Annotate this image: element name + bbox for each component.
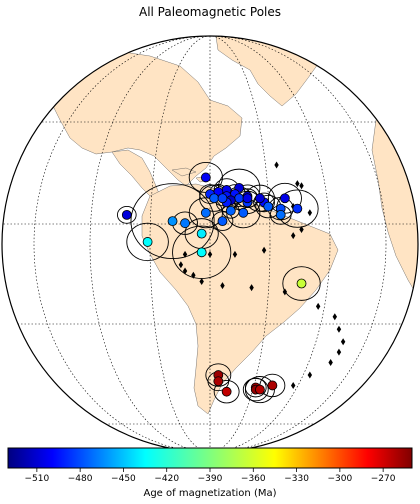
confidence-ellipse [242,377,269,402]
colorbar-tick-label: −420 [154,474,179,484]
apwp-marker [261,246,267,254]
apwp-marker [328,359,333,367]
pole-point [221,386,232,397]
pole-point [267,380,278,391]
pole-point [238,207,249,218]
pole-point [121,209,132,220]
colorbar-label: Age of magnetization (Ma) [143,488,276,499]
apwp-marker [336,348,342,356]
confidence-ellipse [253,192,275,213]
north-america-landmass [39,49,243,187]
apwp-marker [295,180,300,188]
pole-point [255,193,265,204]
colorbar-tick-label: −480 [68,474,93,484]
confidence-ellipse [130,183,215,260]
colorbar-ticks: −510 −480 −450 −420 −390 −360 −330 −300 −270 [24,468,396,484]
pole-point [275,209,286,220]
apwp-marker [291,232,296,240]
colorbar-tick-label: −300 [327,474,352,484]
colorbar-tick-label: −330 [284,474,309,484]
confidence-ellipse [211,211,234,231]
pole-point [217,216,228,227]
pole-point [242,193,253,204]
pole-point [255,384,265,395]
pole-point [196,228,207,239]
apwp-marker [299,182,304,190]
pole-point [292,203,303,214]
pole-point [296,278,307,289]
confidence-ellipse [116,206,137,224]
colorbar-tick-label: −390 [198,474,223,484]
colorbar-tick-label: −270 [371,474,396,484]
pole-points [121,172,307,397]
apwp-marker [315,302,321,310]
colorbar-tick-label: −360 [241,474,266,484]
pole-point [196,247,207,258]
pole-point [263,201,274,212]
colorbar-tick-label: −510 [24,474,49,484]
confidence-ellipse [213,379,240,404]
confidence-ellipse [205,363,232,387]
apwp-marker [249,284,254,292]
apwp-marker [336,325,342,333]
chart-title: All Paleomagnetic Poles [138,5,282,19]
confidence-ellipse [282,266,321,301]
pole-point [225,205,236,216]
pole-point [200,207,211,218]
apwp-marker [182,250,188,258]
apwp-marker [220,282,225,290]
apwp-marker [307,209,313,217]
apwp-marker [307,371,313,379]
apwp-marker [291,381,296,389]
apwp-marker [232,250,238,258]
apwp-marker [340,338,346,346]
colorbar-tick-label: −450 [111,474,136,484]
pole-point [180,218,190,229]
apwp-marker [332,313,337,321]
apwp-marker [207,250,213,258]
apwp-marker [178,261,184,269]
pole-point [167,216,178,227]
apwp-marker [199,277,204,285]
pole-point [217,193,228,204]
confidence-ellipse [126,222,169,262]
pole-point [279,193,290,204]
pole-point [213,376,224,387]
apwp-marker [299,225,304,233]
pole-point [142,237,153,247]
confidence-ellipse [172,225,232,279]
apwp-marker [274,161,279,169]
pole-point [200,172,211,183]
colorbar-gradient [7,447,413,469]
